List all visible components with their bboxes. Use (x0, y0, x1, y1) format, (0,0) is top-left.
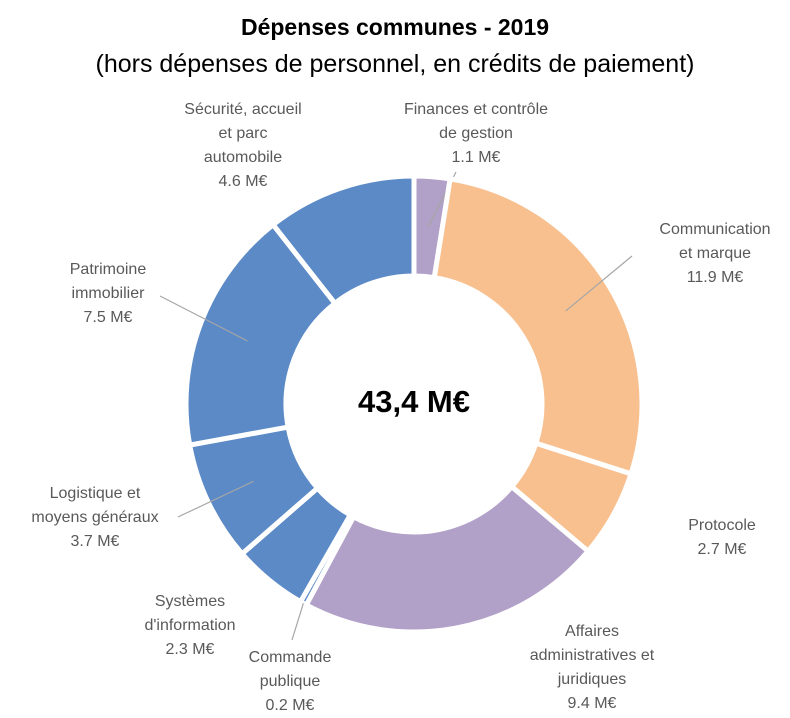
data-label: Commande publique (248, 649, 332, 690)
value-label: 3.7 M€ (70, 533, 120, 550)
value-label: 2.7 M€ (697, 541, 747, 558)
data-label: Affaires administratives et juridiques (529, 623, 655, 688)
data-label: Logistique et moyens généraux (31, 485, 159, 526)
value-label: 4.6 M€ (218, 173, 268, 190)
donut-slice (431, 176, 645, 477)
data-label: Patrimoine immobilier (69, 261, 147, 302)
donut-slice (302, 483, 592, 635)
value-label: 11.9 M€ (686, 269, 744, 286)
leader-line (291, 603, 304, 641)
chart-title: Dépenses communes - 2019 (240, 14, 550, 40)
data-label: Finances et contrôle de gestion (403, 101, 549, 142)
value-label: 1.1 M€ (451, 149, 501, 166)
value-label: 0.2 M€ (265, 697, 315, 714)
center-label: 43,4 M€ (357, 384, 470, 419)
leader-line (565, 255, 633, 312)
data-label: Sécurité, accueil et parc automobile (184, 101, 302, 166)
data-label: Communication et marque (659, 221, 771, 262)
value-label: 9.4 M€ (567, 695, 617, 712)
donut-slice (183, 221, 339, 448)
leader-line (177, 480, 254, 518)
chart-subtitle: (hors dépenses de personnel, en crédits … (95, 50, 695, 78)
data-label: Protocole (688, 517, 756, 534)
value-label: 7.5 M€ (83, 309, 133, 326)
donut-slice (269, 173, 417, 307)
leader-line (159, 295, 248, 342)
value-label: 2.3 M€ (165, 641, 215, 658)
data-label: Systèmes d'information (144, 593, 236, 634)
